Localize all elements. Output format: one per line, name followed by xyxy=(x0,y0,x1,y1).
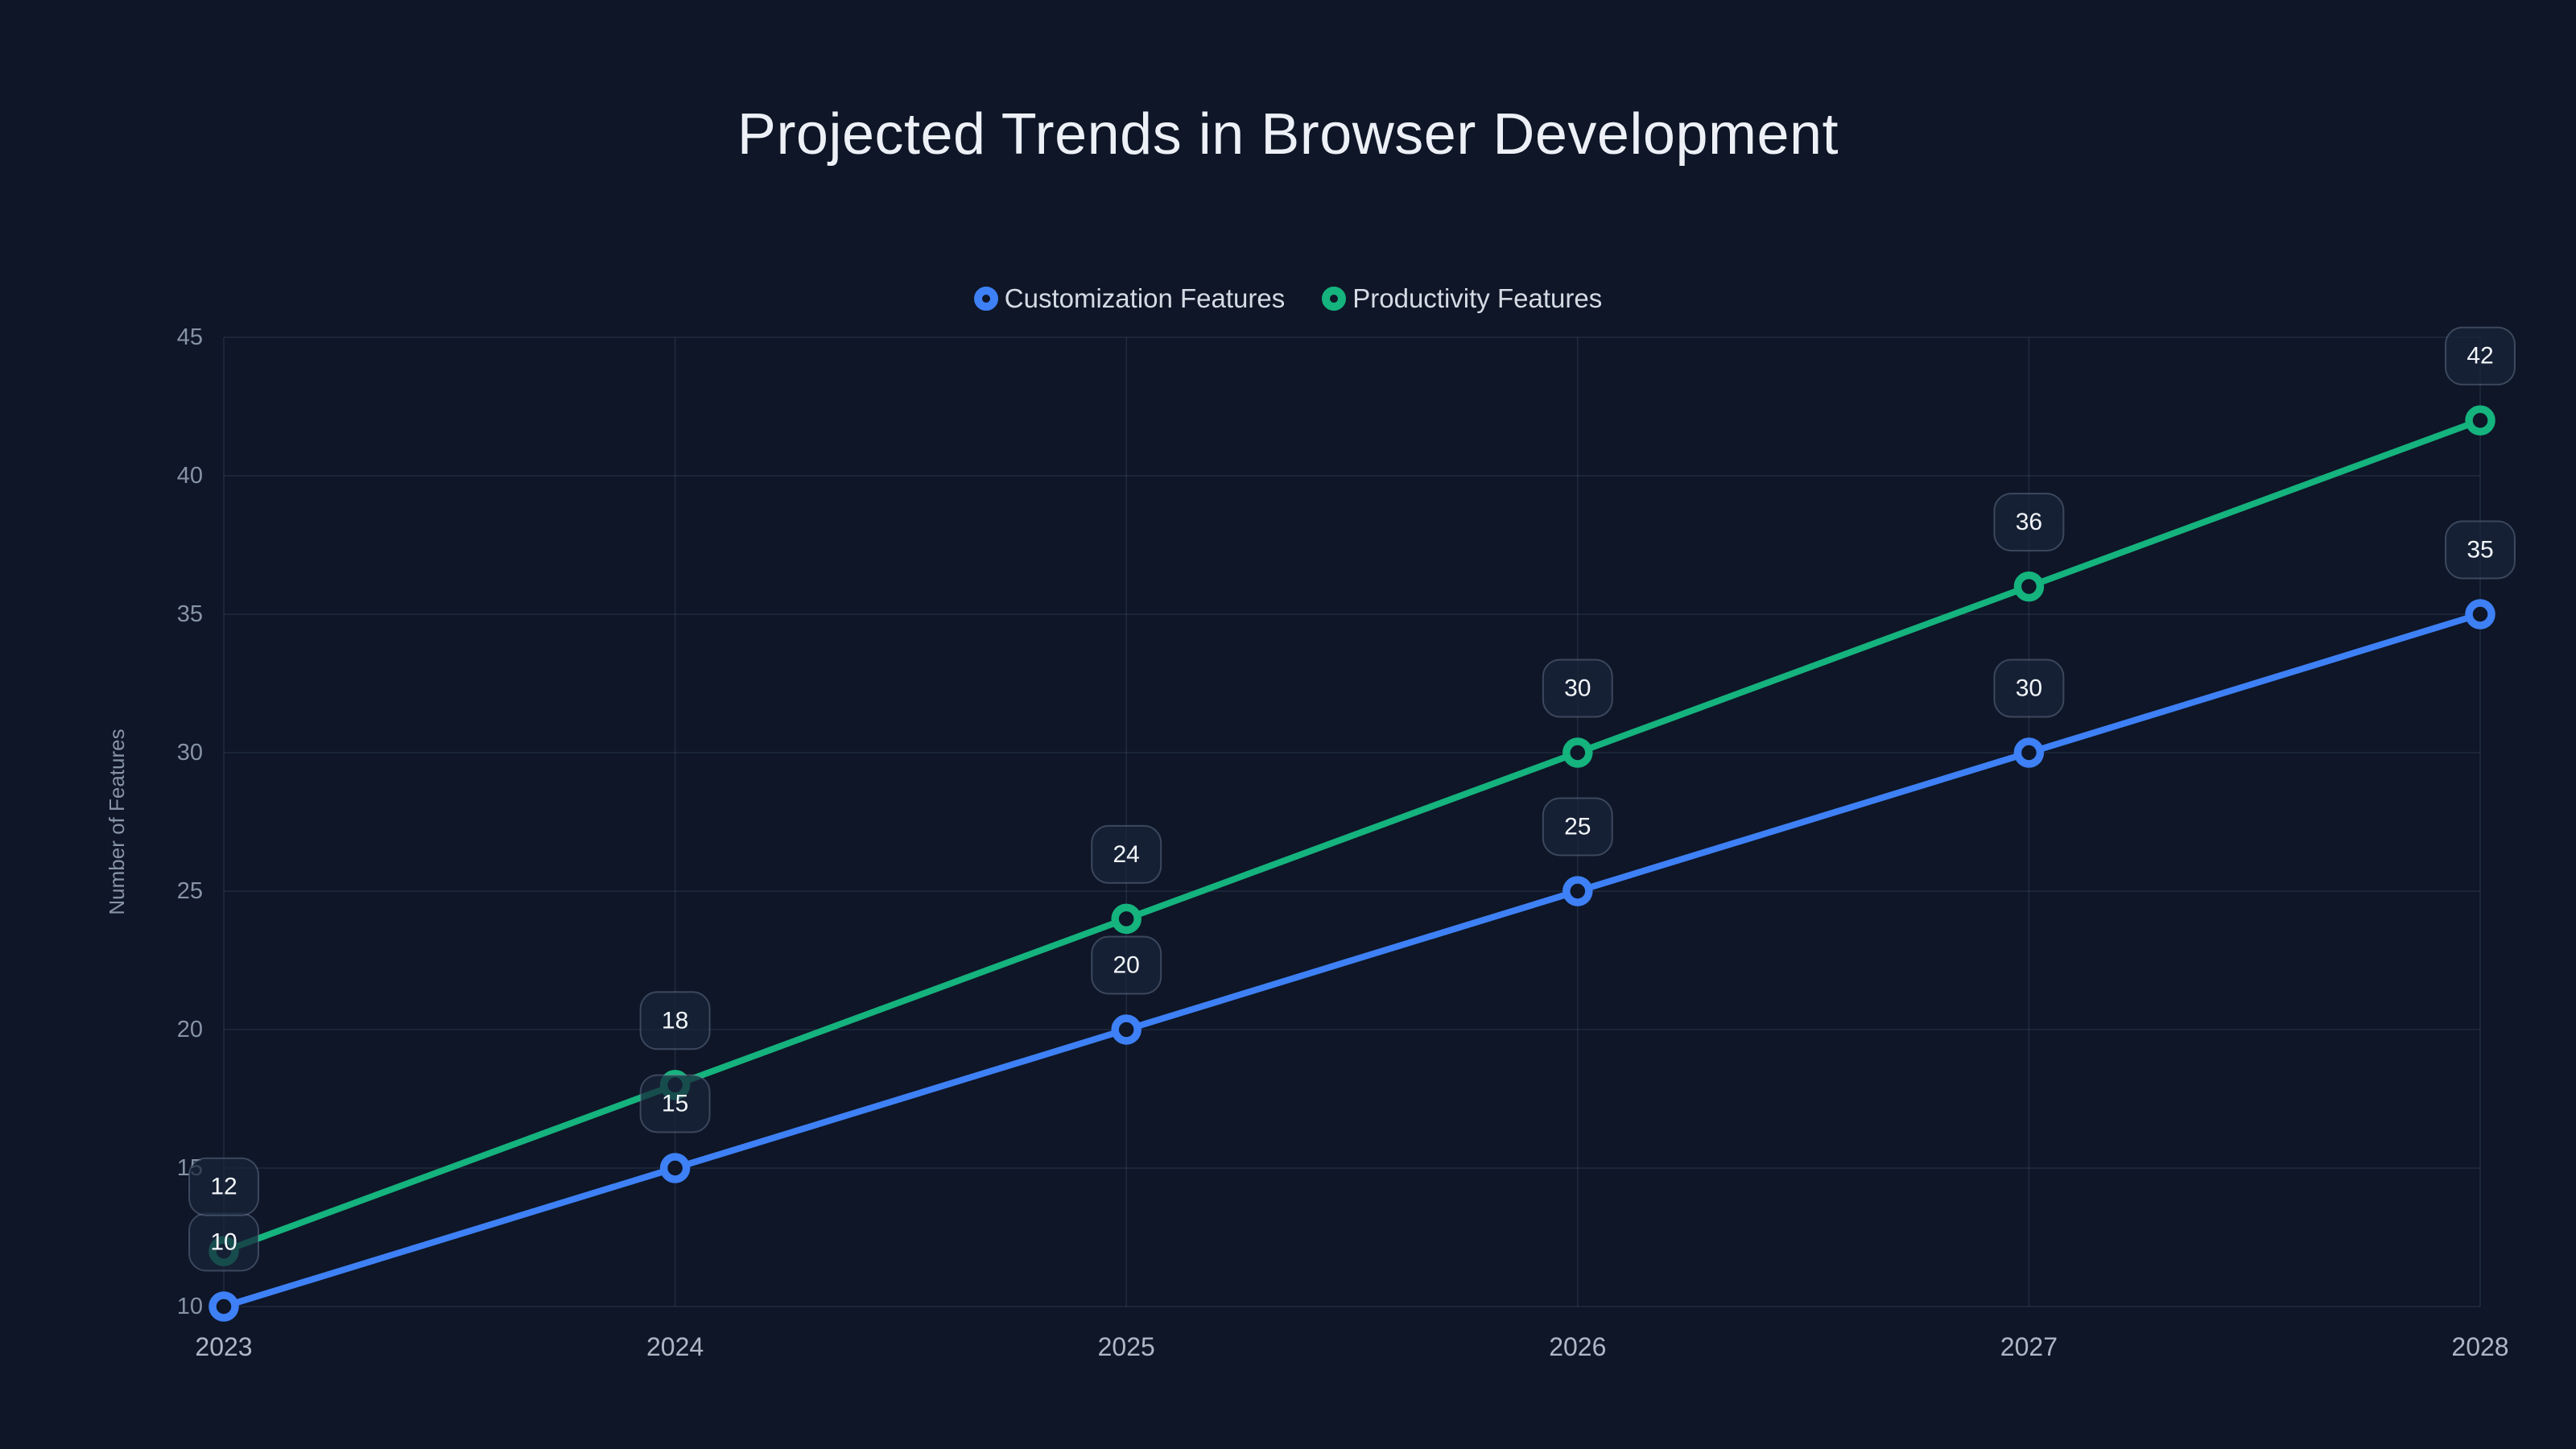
y-tick-20: 20 xyxy=(177,1017,203,1042)
grid-layer xyxy=(223,336,2481,1307)
series-line-1 xyxy=(221,417,2483,1255)
point-label-0-2024: 15 xyxy=(639,1074,711,1133)
point-label-value: 36 xyxy=(2016,509,2042,535)
point-label-1-2025: 24 xyxy=(1091,824,1162,884)
point-label-value: 10 xyxy=(210,1229,237,1256)
legend-label: Customization Features xyxy=(1004,283,1286,313)
y-tick-10: 10 xyxy=(177,1294,203,1319)
data-point-1-2027[interactable] xyxy=(2013,571,2045,602)
point-label-value: 25 xyxy=(1564,814,1591,840)
legend-ring-icon xyxy=(973,287,998,311)
data-point-0-2024[interactable] xyxy=(659,1153,691,1183)
y-tick-25: 25 xyxy=(177,878,203,904)
point-label-0-2028: 35 xyxy=(2445,520,2516,580)
point-label-layer: 10 15 20 25 30 35 12 18 24 30 36 42 xyxy=(188,326,2516,1272)
point-label-value: 12 xyxy=(210,1174,237,1200)
data-point-0-2025[interactable] xyxy=(1111,1014,1141,1045)
point-label-value: 18 xyxy=(662,1007,688,1034)
x-tick-2028: 2028 xyxy=(2451,1332,2508,1361)
x-tick-2025: 2025 xyxy=(1098,1332,1155,1361)
point-label-box xyxy=(639,1074,711,1133)
legend-ring-icon xyxy=(1322,287,1347,311)
point-label-value: 30 xyxy=(1564,675,1591,702)
point-label-box xyxy=(188,1157,259,1216)
y-tick-45: 45 xyxy=(177,324,203,350)
legend-label: Productivity Features xyxy=(1352,283,1603,313)
point-label-box xyxy=(2445,520,2516,580)
legend: Customization Features Productivity Featu… xyxy=(0,283,2576,314)
point-label-0-2027: 30 xyxy=(1993,658,2065,718)
data-point-0-2026[interactable] xyxy=(1563,876,1593,906)
point-label-value: 42 xyxy=(2467,343,2493,369)
x-tick-2024: 2024 xyxy=(646,1332,704,1361)
chart-title: Projected Trends in Browser Development xyxy=(737,102,1839,167)
y-tick-35: 35 xyxy=(177,601,203,627)
point-label-1-2026: 30 xyxy=(1542,658,1613,718)
data-point-1-2025[interactable] xyxy=(1111,903,1141,935)
point-label-box xyxy=(1993,658,2065,718)
point-label-box xyxy=(1993,493,2065,552)
axis-layer: 1015202530354045202320242025202620272028 xyxy=(177,324,2509,1361)
point-label-box xyxy=(1542,658,1613,718)
point-label-value: 24 xyxy=(1113,841,1140,868)
point-label-box xyxy=(2445,326,2516,386)
series-layer xyxy=(208,405,2496,1322)
point-label-value: 30 xyxy=(2016,675,2042,702)
point-label-box xyxy=(1091,824,1162,884)
point-label-1-2023: 12 xyxy=(188,1157,259,1216)
y-tick-30: 30 xyxy=(177,740,203,766)
point-label-box xyxy=(1091,935,1162,995)
x-tick-2023: 2023 xyxy=(195,1332,252,1361)
point-label-0-2026: 25 xyxy=(1542,797,1613,857)
y-axis-title: Number of Features xyxy=(105,729,129,914)
data-point-0-2023[interactable] xyxy=(208,1291,239,1322)
x-tick-2027: 2027 xyxy=(2000,1332,2058,1361)
data-point-1-2026[interactable] xyxy=(1563,737,1593,768)
point-label-box xyxy=(1542,797,1613,857)
point-label-1-2027: 36 xyxy=(1993,493,2065,552)
point-label-value: 15 xyxy=(662,1091,688,1117)
point-label-box xyxy=(639,991,711,1051)
point-label-0-2023: 10 xyxy=(188,1212,259,1272)
legend-item-0[interactable]: Customization Features xyxy=(973,283,1286,314)
legend-item-1[interactable]: Productivity Features xyxy=(1322,283,1602,314)
x-tick-2026: 2026 xyxy=(1549,1332,1606,1361)
data-point-0-2027[interactable] xyxy=(2013,737,2045,768)
data-point-1-2028[interactable] xyxy=(2465,405,2496,436)
y-tick-40: 40 xyxy=(177,463,203,489)
point-label-value: 20 xyxy=(1113,952,1140,979)
point-label-1-2028: 42 xyxy=(2445,326,2516,386)
data-point-0-2028[interactable] xyxy=(2465,599,2496,630)
series-line-0 xyxy=(221,611,2483,1310)
point-label-1-2024: 18 xyxy=(639,991,711,1051)
point-label-value: 35 xyxy=(2467,537,2493,564)
point-label-0-2025: 20 xyxy=(1091,935,1162,995)
